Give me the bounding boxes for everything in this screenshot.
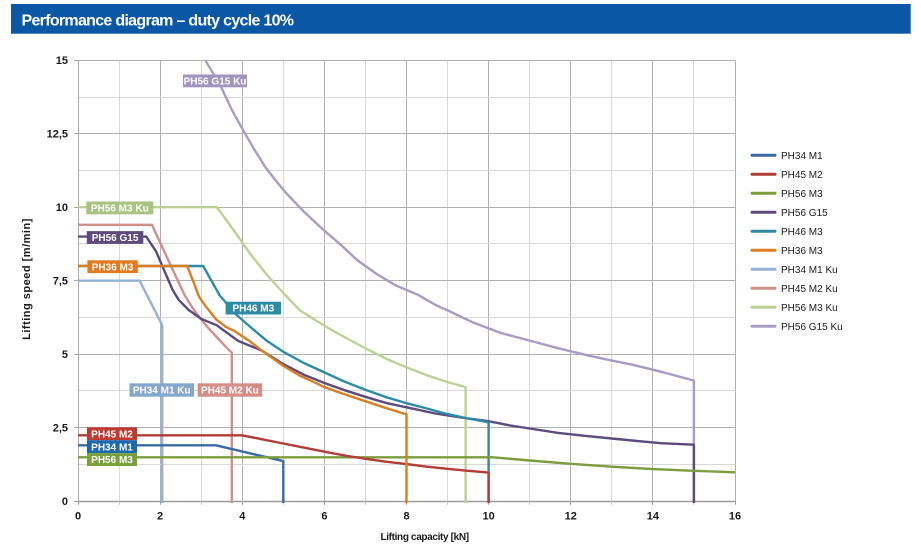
svg-text:PH56 M3 Ku: PH56 M3 Ku — [91, 204, 149, 215]
svg-text:15: 15 — [56, 55, 68, 67]
svg-text:PH45 M2: PH45 M2 — [781, 170, 823, 181]
svg-text:12: 12 — [565, 511, 577, 523]
svg-text:12,5: 12,5 — [47, 129, 68, 141]
svg-text:16: 16 — [729, 511, 741, 523]
svg-text:7,5: 7,5 — [53, 276, 68, 288]
svg-text:PH34 M1: PH34 M1 — [91, 442, 133, 453]
svg-text:PH34 M1: PH34 M1 — [781, 151, 823, 162]
svg-text:Lifting speed [m/min]: Lifting speed [m/min] — [21, 218, 33, 340]
svg-text:5: 5 — [62, 349, 68, 361]
svg-text:PH45 M2 Ku: PH45 M2 Ku — [781, 284, 838, 295]
svg-text:PH34 M1 Ku: PH34 M1 Ku — [133, 386, 191, 397]
svg-text:PH56 M3 Ku: PH56 M3 Ku — [781, 303, 838, 314]
svg-text:PH56 G15 Ku: PH56 G15 Ku — [781, 322, 843, 333]
svg-text:PH46 M3: PH46 M3 — [232, 304, 274, 315]
svg-text:2: 2 — [157, 511, 163, 523]
svg-text:0: 0 — [75, 511, 81, 523]
svg-text:PH56 G15: PH56 G15 — [781, 208, 828, 219]
svg-text:PH56 M3: PH56 M3 — [91, 455, 133, 466]
svg-text:8: 8 — [403, 511, 409, 523]
svg-text:PH36 M3: PH36 M3 — [92, 262, 134, 273]
svg-text:2,5: 2,5 — [53, 423, 68, 435]
svg-text:6: 6 — [321, 511, 327, 523]
svg-text:PH34 M1 Ku: PH34 M1 Ku — [781, 265, 838, 276]
svg-text:Lifting capacity [kN]: Lifting capacity [kN] — [380, 532, 468, 543]
svg-text:14: 14 — [647, 511, 660, 523]
svg-text:4: 4 — [239, 511, 246, 523]
svg-text:Performance diagram – duty cyc: Performance diagram – duty cycle 10% — [22, 12, 294, 29]
svg-text:0: 0 — [62, 496, 68, 508]
svg-text:PH56 G15: PH56 G15 — [92, 233, 139, 244]
svg-text:PH36 M3: PH36 M3 — [781, 246, 823, 257]
svg-text:PH56 M3: PH56 M3 — [781, 189, 823, 200]
svg-text:PH46 M3: PH46 M3 — [781, 227, 823, 238]
svg-text:PH56 G15 Ku: PH56 G15 Ku — [184, 77, 247, 88]
svg-text:PH45 M2: PH45 M2 — [91, 429, 133, 440]
svg-text:10: 10 — [56, 202, 68, 214]
svg-text:10: 10 — [482, 511, 494, 523]
svg-text:PH45 M2 Ku: PH45 M2 Ku — [201, 386, 259, 397]
